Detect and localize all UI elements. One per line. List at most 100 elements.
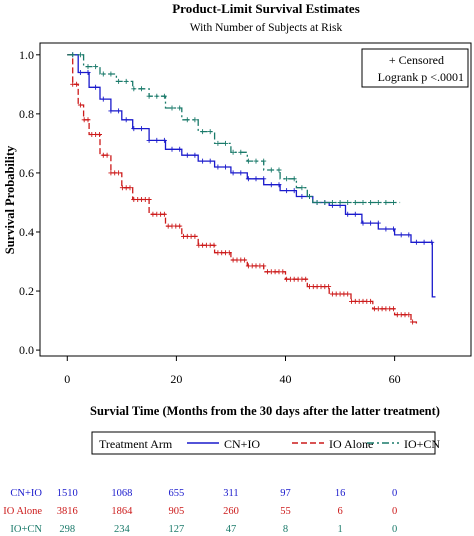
censor-mark <box>85 70 91 75</box>
censor-mark <box>139 126 144 132</box>
risk-count: 311 <box>223 488 238 499</box>
censor-mark <box>169 105 175 111</box>
censor-mark <box>413 239 419 245</box>
censor-mark <box>345 291 351 297</box>
censor-mark <box>177 105 183 111</box>
censor-mark <box>123 117 129 123</box>
legend-items: CN+IO IO Alone IO+CN <box>187 437 440 451</box>
censor-mark <box>345 200 351 205</box>
y-tick-label: 0.6 <box>19 166 34 180</box>
risk-count: 1510 <box>57 488 78 499</box>
censor-mark <box>127 185 133 191</box>
y-tick-label: 0.4 <box>19 225 34 239</box>
censor-mark <box>253 176 259 182</box>
censor-mark <box>93 84 99 90</box>
risk-count: 905 <box>169 506 185 517</box>
risk-count: 1 <box>337 524 342 535</box>
censor-mark <box>303 276 309 282</box>
risk-count: 16 <box>335 488 346 499</box>
series-line-cn-io <box>67 54 436 298</box>
censor-mark <box>77 102 83 108</box>
censor-mark <box>123 78 129 84</box>
censor-mark <box>329 200 335 205</box>
censor-mark <box>146 197 152 202</box>
x-axis-label: Survial Time (Months from the 30 days af… <box>90 404 440 418</box>
censor-mark <box>245 176 251 182</box>
legend-label: IO Alone <box>329 437 373 451</box>
series-layer <box>67 52 436 325</box>
inset-frame <box>361 48 469 88</box>
risk-row-label: CN+IO <box>10 488 42 499</box>
censor-mark <box>352 211 358 217</box>
censor-mark <box>85 117 91 123</box>
risk-count: 127 <box>169 524 185 535</box>
risk-count: 260 <box>223 506 239 517</box>
censor-mark <box>70 52 76 58</box>
risk-count: 97 <box>280 488 291 499</box>
risk-count: 0 <box>392 524 397 535</box>
censor-mark <box>154 93 160 99</box>
censor-mark <box>97 132 102 137</box>
censor-mark <box>100 96 106 102</box>
risk-count: 234 <box>114 524 131 535</box>
censor-mark <box>207 158 213 164</box>
censor-mark <box>211 242 217 248</box>
censor-mark <box>108 108 114 114</box>
censor-mark <box>116 78 122 84</box>
censor-mark <box>238 149 244 155</box>
inset-box: + Censored Logrank p <.0001 <box>361 48 469 88</box>
censor-mark <box>245 158 251 164</box>
censor-mark <box>85 64 91 70</box>
censor-mark <box>261 263 267 269</box>
legend-label: IO+CN <box>404 437 440 451</box>
censor-mark <box>161 137 167 143</box>
censor-mark <box>268 182 274 188</box>
censor-marks-3 <box>70 52 396 205</box>
y-tick-label: 1.0 <box>19 48 34 62</box>
censor-mark <box>116 108 122 114</box>
censor-mark <box>131 126 137 132</box>
censor-mark <box>230 170 236 176</box>
censor-mark <box>261 158 267 164</box>
censor-mark <box>104 152 110 158</box>
censor-mark <box>100 71 106 77</box>
risk-count: 298 <box>59 524 75 535</box>
censor-mark <box>192 233 198 239</box>
censor-mark <box>154 137 160 143</box>
series-line-io-cn <box>67 54 401 204</box>
censor-mark <box>93 64 99 70</box>
legend-label: CN+IO <box>224 437 260 451</box>
risk-count: 6 <box>337 506 342 517</box>
risk-table: CN+IO 1510 1068 655 311 97 16 0IO Alone 3816 1864… <box>3 488 397 535</box>
logrank-note: Logrank p <.0001 <box>378 70 464 84</box>
x-tick-label: 20 <box>170 372 182 386</box>
censor-mark <box>184 117 190 123</box>
censor-mark <box>276 167 282 173</box>
censor-mark <box>391 226 396 232</box>
censor-mark <box>314 200 320 205</box>
risk-count: 0 <box>392 488 397 499</box>
censor-mark <box>375 220 381 226</box>
censor-mark <box>177 223 183 229</box>
censor-mark <box>375 200 381 205</box>
censor-mark <box>207 129 213 135</box>
censor-mark <box>276 182 282 188</box>
censor-mark <box>410 319 416 325</box>
censor-mark <box>146 137 152 143</box>
legend-frame <box>91 431 436 455</box>
censor-mark <box>116 170 122 176</box>
censor-mark <box>391 306 396 312</box>
censor-mark <box>200 158 206 164</box>
censor-mark <box>184 152 190 158</box>
y-tick-label: 0.2 <box>19 284 34 298</box>
legend-title: Treatment Arm <box>99 437 173 451</box>
censor-mark <box>284 176 290 182</box>
censor-mark <box>360 220 366 226</box>
censor-mark <box>337 200 343 205</box>
y-axis: 0.0 0.2 0.4 0.6 0.8 1.0 <box>19 48 40 357</box>
censor-mark <box>77 70 83 75</box>
chart-title: Product-Limit Survival Estimates <box>172 1 360 16</box>
x-tick-label: 0 <box>64 372 70 386</box>
censor-mark <box>352 200 358 205</box>
